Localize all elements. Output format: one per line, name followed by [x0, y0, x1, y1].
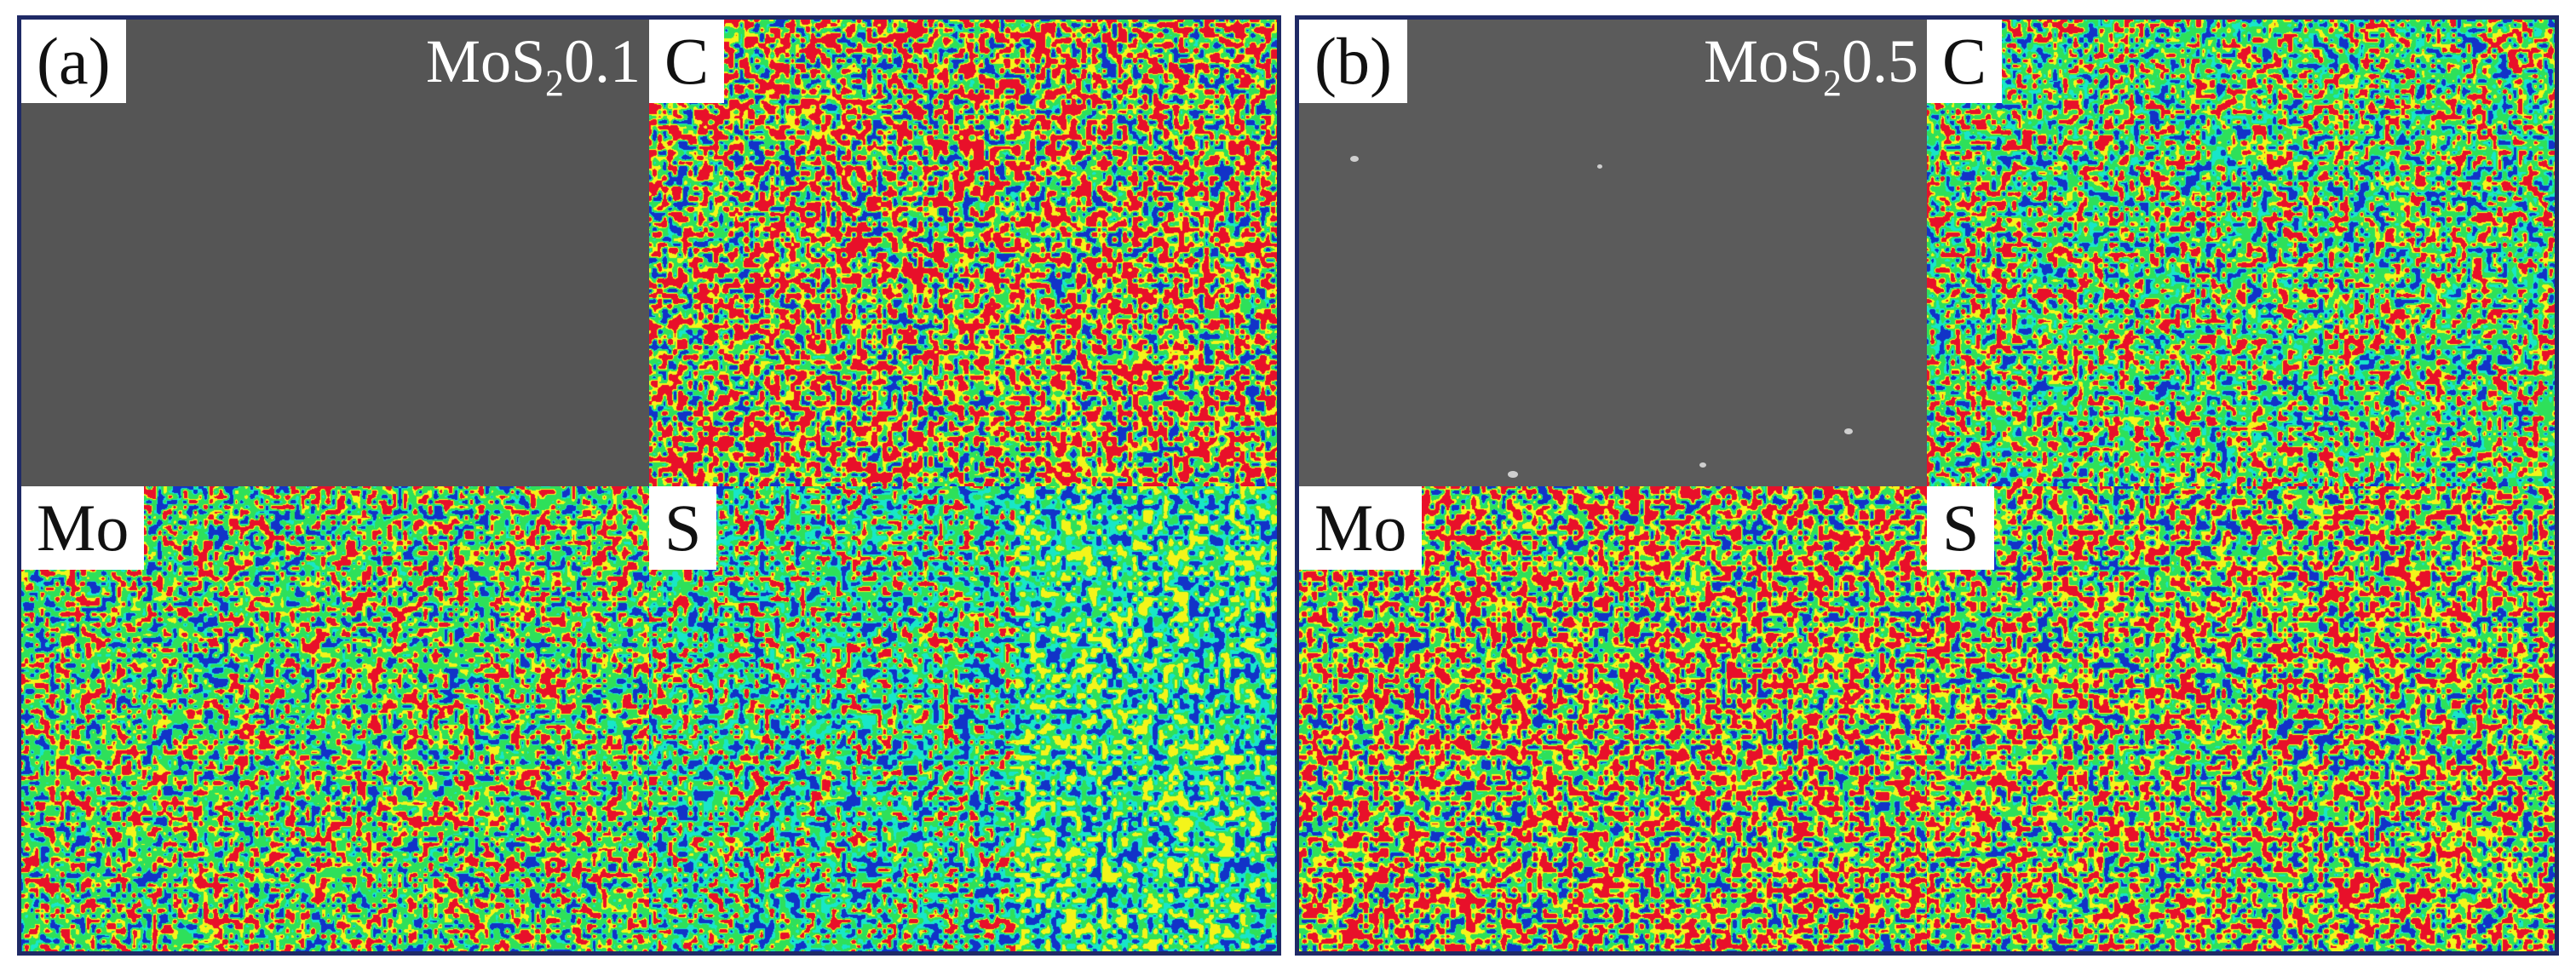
- carbon-map-label-b: C: [1927, 20, 2003, 103]
- carbon-map-label-a: C: [649, 20, 725, 103]
- molybdenum-map-label-b: Mo: [1299, 486, 1423, 570]
- surface-particle: [1699, 462, 1706, 468]
- sample-suffix-a: 0.1: [564, 27, 641, 95]
- molybdenum-map-a: Mo: [21, 486, 649, 951]
- carbon-map-canvas-b: [1927, 20, 2555, 486]
- sem-image-a: (a) MoS20.1: [21, 20, 649, 486]
- panel-a: (a) MoS20.1 C Mo S: [17, 15, 1281, 956]
- sem-image-b: (b) MoS20.5: [1299, 20, 1927, 486]
- sulfur-map-a: S: [649, 486, 1277, 951]
- surface-particle: [1844, 428, 1853, 434]
- carbon-map-b: C: [1927, 20, 2555, 486]
- surface-particle: [1597, 164, 1602, 169]
- sample-suffix-b: 0.5: [1842, 27, 1918, 95]
- surface-particle: [1508, 471, 1518, 478]
- sulfur-map-canvas-b: [1927, 486, 2555, 951]
- sample-prefix-a: MoS: [425, 27, 545, 95]
- sample-prefix-b: MoS: [1703, 27, 1823, 95]
- sample-label-b: MoS20.5: [1704, 20, 1918, 112]
- sample-subscript-b: 2: [1823, 62, 1842, 104]
- carbon-map-canvas-a: [649, 20, 1277, 486]
- sulfur-map-label-b: S: [1927, 486, 1995, 570]
- sulfur-map-b: S: [1927, 486, 2555, 951]
- sample-label-a: MoS20.1: [426, 20, 641, 112]
- molybdenum-map-label-a: Mo: [21, 486, 145, 570]
- sulfur-map-canvas-a: [649, 486, 1277, 951]
- panel-b: (b) MoS20.5 C Mo S: [1295, 15, 2559, 956]
- panel-label-b: (b): [1299, 20, 1407, 103]
- sulfur-map-label-a: S: [649, 486, 717, 570]
- molybdenum-map-b: Mo: [1299, 486, 1927, 951]
- sample-subscript-a: 2: [545, 62, 564, 104]
- carbon-map-a: C: [649, 20, 1277, 486]
- surface-particle: [1350, 156, 1359, 162]
- panel-label-a: (a): [21, 20, 126, 103]
